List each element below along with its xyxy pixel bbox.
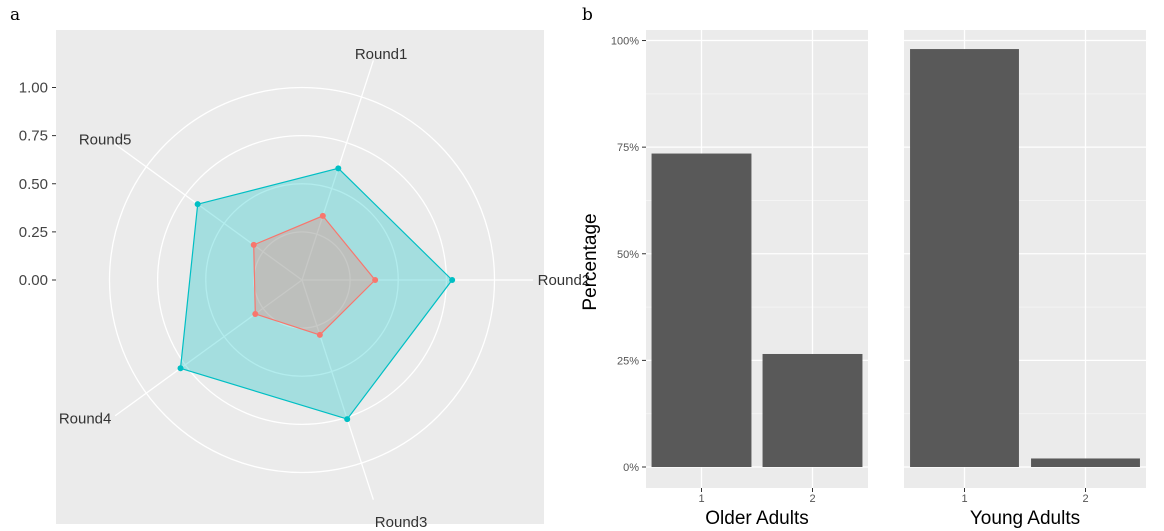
radar-y-axis: 0.00 0.25 0.50 0.75 1.00 [19,80,56,289]
bar [762,353,863,467]
facet-title: Older Adults [705,508,809,529]
radar-grid [108,60,534,500]
radar-category-label: Round3 [375,514,428,531]
bar [651,153,752,467]
bar-y-axis: 0% 25% 50% 75% 100% [611,36,646,474]
radar-y-tick-label: 0.00 [19,272,48,289]
radar-point [194,201,201,208]
radar-point [335,165,342,172]
radar-category-label: Round2 [538,272,591,289]
x-tick-label: 1 [961,493,967,505]
radar-point [177,365,184,372]
radar-spoke [114,279,303,417]
radar-category-label: Round5 [79,131,132,148]
bar-y-tick-label: 75% [617,142,639,154]
bar-y-tick-label: 25% [617,355,639,367]
radar-y-tick-label: 0.25 [19,224,48,241]
radar-spoke [114,143,303,281]
facet-title: Young Adults [970,508,1080,529]
radar-point [319,212,326,219]
radar-category-label: Round1 [355,46,408,63]
radar-y-tick-label: 1.00 [19,80,48,97]
radar-y-tick-label: 0.75 [19,128,48,145]
panel-label-b: b [582,5,593,25]
radar-spoke [301,279,374,500]
bar-y-tick-label: 50% [617,249,639,261]
radar-category-label: Round4 [59,410,112,427]
bar-y-tick-label: 100% [611,36,639,48]
radar-point [372,277,379,284]
panel-label-a: a [10,5,20,25]
bar [1031,458,1140,467]
x-tick-label: 2 [1082,493,1088,505]
radar-category-labels: Round1 Round2 Round3 Round4 Round5 [59,46,590,531]
radar-point [250,241,257,248]
radar-point [344,416,351,423]
radar-y-tick-label: 0.50 [19,176,48,193]
radar-panel-background [56,30,544,524]
radar-point [449,277,456,284]
y-axis-title: Percentage [580,213,601,310]
x-tick-label: 2 [809,493,815,505]
x-tick-label: 1 [698,493,704,505]
radar-point [316,331,323,338]
radar-series-polygon-0 [179,167,453,420]
radar-point [252,310,259,317]
radar-series-polygon-1 [253,215,376,336]
radar-series [177,165,456,423]
bar [910,49,1019,467]
bar-y-tick-label: 0% [623,462,639,474]
